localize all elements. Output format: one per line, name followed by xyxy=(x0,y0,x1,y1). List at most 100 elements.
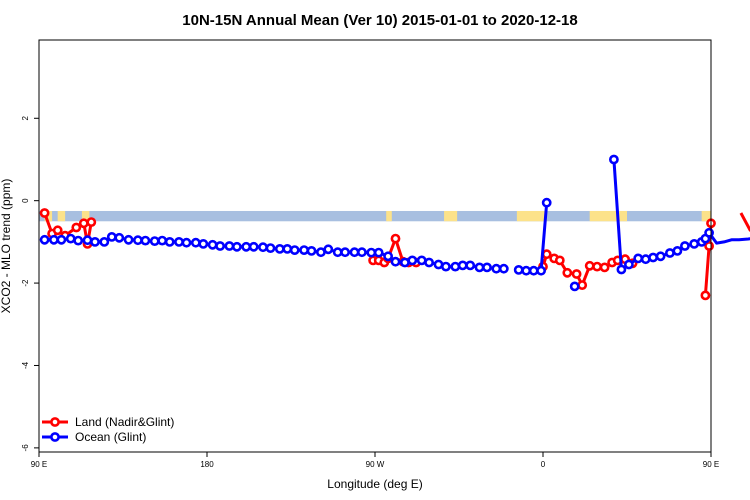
land-segment-1 xyxy=(57,210,66,222)
legend-item-0: Land (Nadir&Glint) xyxy=(42,415,174,429)
land-segment-4 xyxy=(444,210,458,222)
series-1-point xyxy=(482,262,492,273)
series-1-point xyxy=(306,245,317,256)
series-1-point xyxy=(569,281,580,292)
series-0-point xyxy=(577,280,588,290)
series-1-point xyxy=(99,236,110,247)
series-1-point xyxy=(672,245,683,256)
y-tick-label: -2 xyxy=(21,279,30,287)
series-1-point xyxy=(450,261,461,272)
series-1-point xyxy=(299,245,309,255)
series-1-point xyxy=(258,242,268,253)
series-1-point xyxy=(689,238,700,249)
series-1-point xyxy=(190,237,201,248)
land-segment-2 xyxy=(81,210,90,222)
series-1-point xyxy=(289,245,300,255)
series-1-point xyxy=(390,256,401,267)
series-1-point xyxy=(465,260,476,271)
series-1-point xyxy=(424,257,434,268)
legend-label: Land (Nadir&Glint) xyxy=(75,415,174,429)
series-1-point xyxy=(609,154,619,165)
series-1-point xyxy=(198,238,209,249)
series-1-point xyxy=(174,236,184,247)
series-1-point xyxy=(82,235,93,246)
series-1-point xyxy=(164,236,175,247)
series-1-point xyxy=(648,252,658,263)
series-1-point xyxy=(640,254,651,265)
series-1-point xyxy=(498,263,509,274)
series-1-point xyxy=(65,233,76,244)
series-0-point xyxy=(78,218,89,229)
series-1-point xyxy=(704,227,714,238)
series-1-point xyxy=(323,244,334,255)
series-0 xyxy=(39,208,750,301)
x-axis-label: Longitude (deg E) xyxy=(327,477,422,491)
series-1-point xyxy=(274,243,285,254)
legend-swatch-marker xyxy=(50,432,60,442)
series-1-point xyxy=(383,251,393,262)
legend-swatch-marker xyxy=(50,417,60,427)
legend: Land (Nadir&Glint)Ocean (Glint) xyxy=(42,415,174,444)
series-1-point xyxy=(140,235,151,246)
series-1-point xyxy=(56,234,67,245)
series-1-point xyxy=(513,264,524,275)
series-0-point xyxy=(541,249,552,260)
series-1-point xyxy=(49,234,59,245)
series-0-point xyxy=(71,222,82,233)
series-1 xyxy=(39,154,750,292)
series-1-point xyxy=(655,251,666,262)
series-1-point xyxy=(149,236,160,246)
series-1-point xyxy=(541,197,552,208)
y-tick-label: -4 xyxy=(21,361,30,369)
series-1-point xyxy=(521,265,532,276)
series-1-point xyxy=(123,234,134,245)
legend-label: Ocean (Glint) xyxy=(75,430,146,444)
series-0-point xyxy=(562,267,573,278)
series-1-point xyxy=(616,264,627,275)
land-ocean-band xyxy=(39,210,711,222)
land-segment-7 xyxy=(701,210,711,222)
series-1-point xyxy=(340,247,350,258)
series-1-point xyxy=(231,241,242,252)
series-0-point xyxy=(700,290,711,301)
x-tick-label: 0 xyxy=(541,460,546,469)
series-1-point xyxy=(373,247,384,258)
series-1-point xyxy=(265,243,276,253)
series-1-point xyxy=(282,243,293,254)
series-1-point xyxy=(356,247,367,258)
series-1-point xyxy=(90,236,100,247)
series-0-point xyxy=(584,260,595,271)
series-1-point xyxy=(457,260,468,271)
x-tick-label: 90 E xyxy=(703,460,719,469)
series-0-point xyxy=(554,255,565,266)
series-1-point xyxy=(73,235,84,246)
series-1-point xyxy=(440,261,451,272)
series-0-point xyxy=(86,217,97,227)
series-1-point xyxy=(665,248,675,258)
series-1-point xyxy=(248,241,259,252)
series-0-point xyxy=(704,241,714,251)
series-1-point xyxy=(407,255,418,266)
series-1-point xyxy=(132,235,143,246)
series-1-point xyxy=(215,241,225,251)
series-1-point xyxy=(680,241,690,251)
series-1-point xyxy=(224,241,235,251)
y-axis-label: XCO2 - MLO trend (ppm) xyxy=(0,179,13,314)
series-0-point xyxy=(39,208,50,218)
series-1-point xyxy=(106,231,117,242)
chart-title: 10N-15N Annual Mean (Ver 10) 2015-01-01 … xyxy=(182,12,577,29)
series-0-point xyxy=(592,261,602,272)
land-segment-5 xyxy=(516,210,547,222)
series-1-point xyxy=(474,262,485,273)
y-tick-label: 2 xyxy=(21,116,30,121)
land-segment-6 xyxy=(589,210,627,222)
series-1-point xyxy=(181,237,192,248)
series-0-point xyxy=(52,225,63,236)
x-tick-label: 90 W xyxy=(366,460,385,469)
ocean-band xyxy=(39,210,711,222)
series-1-point xyxy=(633,253,644,264)
x-tick-label: 90 E xyxy=(31,460,47,469)
legend-item-1: Ocean (Glint) xyxy=(42,430,146,444)
series-1-point xyxy=(207,239,218,250)
